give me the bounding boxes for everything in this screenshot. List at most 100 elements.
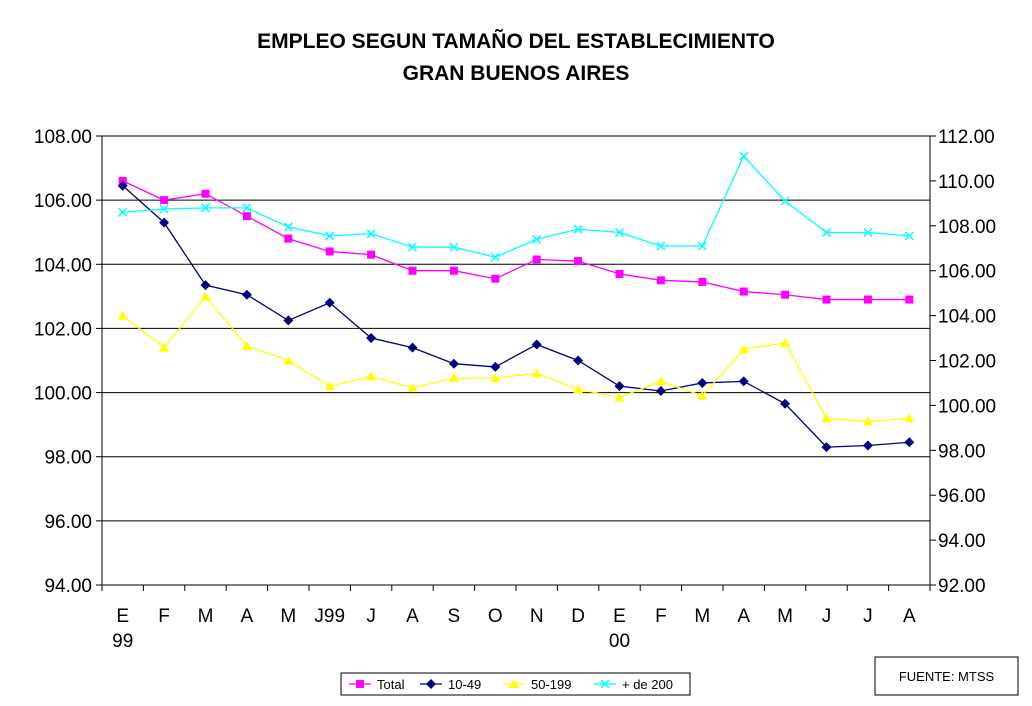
- data-point-10-49: [780, 398, 791, 409]
- data-point-10-49: [200, 280, 211, 291]
- data-point-total: [160, 196, 169, 205]
- data-point-50-199: [366, 371, 377, 381]
- data-point-10-49: [324, 297, 335, 308]
- x-tick-label: M: [694, 606, 710, 627]
- data-point-total: [698, 277, 707, 286]
- data-point-total: [491, 274, 500, 283]
- data-point-total: [325, 247, 334, 256]
- data-point-50-199: [407, 382, 418, 392]
- data-point-total: [574, 257, 583, 266]
- data-point-10-49: [614, 381, 625, 392]
- data-point-de-200: [118, 207, 128, 217]
- x-tick-label: F: [158, 606, 170, 627]
- x-tick-label: A: [737, 606, 750, 627]
- y-right-tick-label: 106.00: [938, 262, 996, 283]
- data-point-de-200: [532, 234, 542, 244]
- y-left-tick-label: 108.00: [34, 127, 92, 148]
- x-tick-label: A: [241, 606, 254, 627]
- data-point-50-199: [738, 344, 749, 354]
- x-tick-label: M: [198, 606, 214, 627]
- data-point-50-199: [531, 368, 542, 378]
- x-tick-label: F: [655, 606, 667, 627]
- legend: Total 10-49 50-199 + de 200: [340, 672, 691, 696]
- data-point-10-49: [697, 377, 708, 388]
- legend-label: Total: [377, 677, 405, 692]
- y-right-tick-label: 94.00: [938, 531, 986, 552]
- y-left-tick-label: 98.00: [44, 448, 92, 469]
- data-point-total: [863, 295, 872, 304]
- series-line-de-200: [122, 155, 910, 258]
- data-point-de-200: [366, 229, 376, 239]
- data-point-10-49: [283, 315, 294, 326]
- y-right-tick-label: 104.00: [938, 307, 996, 328]
- data-point-de-200: [449, 242, 459, 252]
- data-point-50-199: [324, 381, 335, 391]
- y-right-tick-label: 108.00: [938, 217, 996, 238]
- data-point-50-199: [655, 376, 666, 386]
- x-tick-label: N: [530, 606, 544, 627]
- y-right-tick-label: 92.00: [938, 576, 986, 597]
- series-line-total: [122, 180, 910, 301]
- data-point-50-199: [490, 373, 501, 383]
- data-point-total: [905, 295, 914, 304]
- data-point-10-49: [490, 361, 501, 372]
- x-tick-label: A: [406, 606, 419, 627]
- x-tick-label: M: [280, 606, 296, 627]
- x-tick-label: O: [488, 606, 503, 627]
- x-tick-label: J: [366, 606, 376, 627]
- y-right-tick-label: 110.00: [938, 172, 995, 193]
- y-right-tick-label: 100.00: [938, 396, 996, 417]
- data-point-total: [739, 287, 748, 296]
- x-tick-label: J: [863, 606, 873, 627]
- series-line-10-49: [122, 185, 910, 448]
- data-point-total: [408, 266, 417, 275]
- data-point-total: [781, 290, 790, 299]
- y-left-tick-label: 102.00: [34, 319, 92, 340]
- chart-subtitle: GRAN BUENOS AIRES: [403, 62, 630, 85]
- data-point-50-199: [821, 413, 832, 423]
- x-tick-label: M: [777, 606, 793, 627]
- data-point-10-49: [862, 440, 873, 451]
- x-tick-label: A: [903, 606, 916, 627]
- data-point-de-200: [242, 203, 252, 213]
- data-point-50-199: [904, 413, 915, 423]
- data-point-de-200: [697, 241, 707, 251]
- data-point-10-49: [241, 289, 252, 300]
- data-point-10-49: [448, 358, 459, 369]
- legend-swatch-marker: [356, 680, 364, 688]
- data-point-de-200: [573, 224, 583, 234]
- legend-swatch-marker: [509, 679, 519, 688]
- chart-title: EMPLEO SEGUN TAMAÑO DEL ESTABLECIMIENTO: [257, 30, 775, 53]
- y-left-tick-label: 100.00: [34, 384, 92, 405]
- y-left-tick-label: 96.00: [44, 512, 92, 533]
- data-point-50-199: [159, 342, 170, 352]
- legend-label: + de 200: [622, 677, 673, 692]
- data-point-10-49: [366, 333, 377, 344]
- data-point-50-199: [241, 341, 252, 351]
- data-point-de-200: [159, 204, 169, 214]
- data-point-50-199: [448, 373, 459, 383]
- data-point-10-49: [531, 339, 542, 350]
- data-point-de-200: [780, 196, 790, 206]
- data-point-de-200: [656, 241, 666, 251]
- legend-swatch-marker: [426, 679, 436, 689]
- series-line-50-199: [122, 295, 910, 423]
- source-label: FUENTE: MTSS: [899, 669, 995, 684]
- y-left-tick-label: 106.00: [34, 191, 92, 212]
- data-point-de-200: [821, 228, 832, 238]
- legend-label: 10-49: [448, 677, 481, 692]
- data-point-50-199: [117, 310, 128, 320]
- data-point-de-200: [325, 231, 335, 241]
- data-point-50-199: [614, 392, 625, 402]
- data-point-de-200: [739, 151, 749, 161]
- data-point-10-49: [738, 376, 749, 387]
- data-point-total: [242, 212, 251, 221]
- legend-label: 50-199: [531, 677, 571, 692]
- plot-area: 94.00 96.00 98.00 100.00 102.00 104.00 106.00 1…: [34, 127, 996, 652]
- x-tick-label: S: [448, 606, 461, 627]
- data-point-50-199: [573, 384, 584, 394]
- legend-swatch-marker: [600, 679, 610, 689]
- x-tick-label: D: [571, 606, 585, 627]
- x-tick-label: J99: [314, 606, 345, 627]
